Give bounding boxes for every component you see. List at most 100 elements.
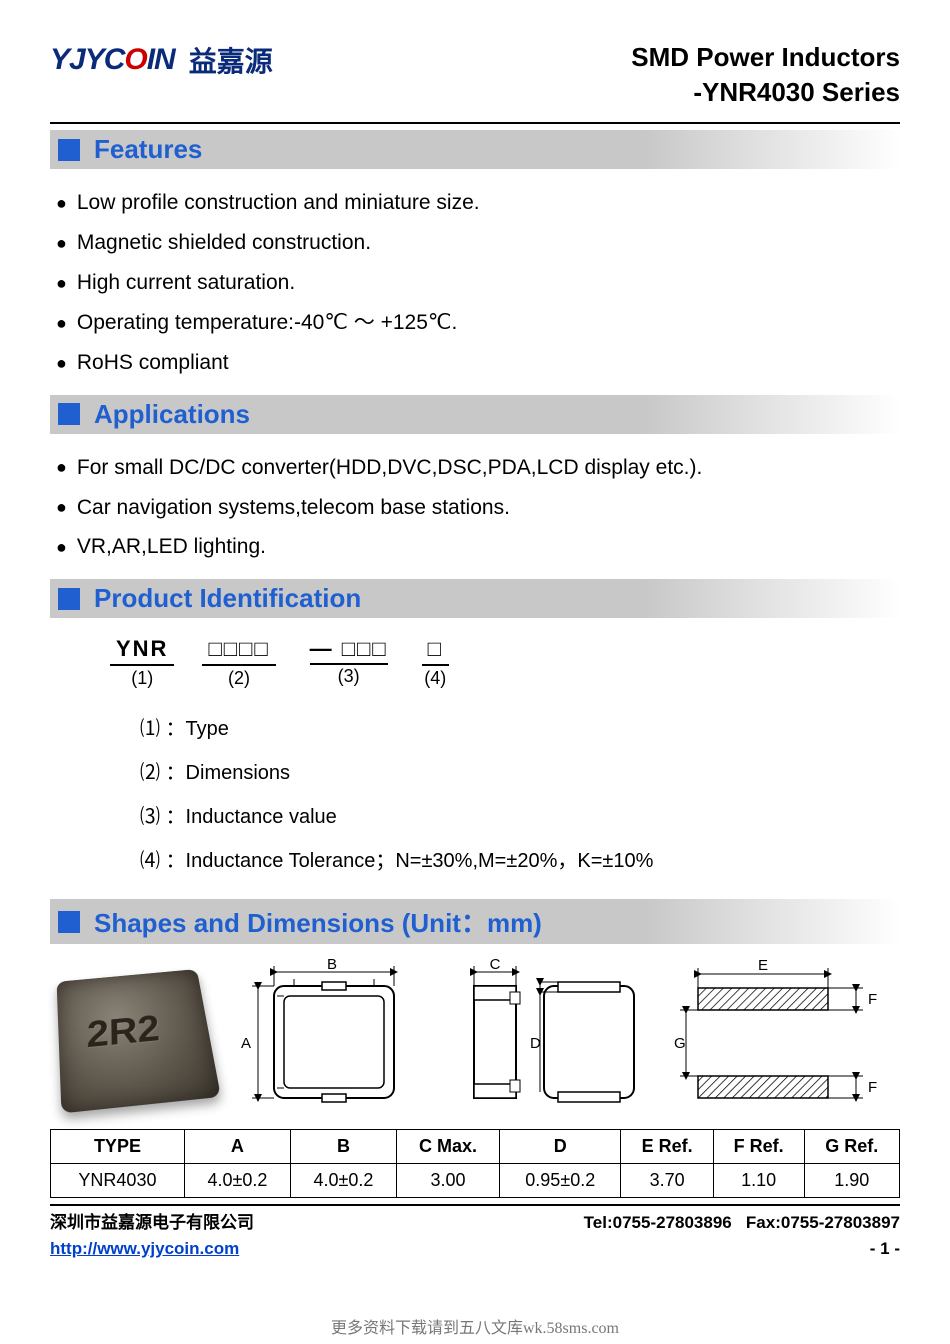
section-identification-head: Product Identification — [50, 579, 900, 618]
list-item: For small DC/DC converter(HDD,DVC,DSC,PD… — [56, 448, 894, 488]
legend-item: ⑷ ：Inductance Tolerance；N=±30%,M=±20%，K=… — [140, 839, 860, 883]
header: YJYCOIN 益嘉源 SMD Power Inductors -YNR4030… — [50, 40, 900, 110]
ident-top: YNR — [110, 636, 174, 666]
table-header: A — [184, 1130, 290, 1164]
list-text: For small DC/DC converter(HDD,DVC,DSC,PD… — [77, 448, 702, 488]
dim-label-d: D — [530, 1035, 541, 1052]
section-marker-icon — [58, 139, 80, 161]
identification-block: YNR (1) □□□□ (2) — □□□ (3) □ (4) ⑴ ：Type… — [50, 618, 900, 893]
ident-top: □□□□ — [202, 636, 275, 666]
diagram-pad-layout: E F F G — [668, 958, 888, 1113]
ident-bot: (1) — [110, 666, 174, 689]
ident-col: □□□□ (2) — [202, 636, 275, 689]
list-text: High current saturation. — [77, 263, 295, 303]
table-cell: YNR4030 — [51, 1164, 185, 1198]
section-features-head: Features — [50, 130, 900, 169]
dim-label-b: B — [327, 958, 337, 973]
shapes-diagrams: B A C D — [50, 944, 900, 1123]
table-cell: 4.0±0.2 — [184, 1164, 290, 1198]
doc-title: SMD Power Inductors -YNR4030 Series — [631, 40, 900, 110]
table-header-row: TYPE A B C Max. D E Ref. F Ref. G Ref. — [51, 1130, 900, 1164]
list-item: RoHS compliant — [56, 343, 894, 383]
dim-label-e: E — [758, 958, 768, 974]
legend-item: ⑴ ：Type — [140, 707, 860, 751]
list-item: Magnetic shielded construction. — [56, 223, 894, 263]
ident-col: — □□□ (3) — [304, 636, 394, 687]
table-header: E Ref. — [621, 1130, 713, 1164]
list-item: Car navigation systems,telecom base stat… — [56, 488, 894, 528]
legend-item: ⑵ ：Dimensions — [140, 751, 860, 795]
section-title: Product Identification — [94, 583, 361, 614]
table-header: F Ref. — [713, 1130, 804, 1164]
section-title: Features — [94, 134, 202, 165]
footer-page: - 1 - — [584, 1236, 900, 1262]
list-text: Operating temperature:-40℃ ～ +125℃. — [77, 303, 457, 343]
table-cell: 1.10 — [713, 1164, 804, 1198]
logo-cn: 益嘉源 — [189, 40, 273, 80]
table-header: TYPE — [51, 1130, 185, 1164]
list-text: VR,AR,LED lighting. — [77, 527, 266, 567]
ident-col: YNR (1) — [110, 636, 174, 689]
logo: YJYCOIN 益嘉源 — [50, 40, 273, 80]
section-applications-head: Applications — [50, 395, 900, 434]
section-marker-icon — [58, 911, 80, 933]
ident-col: □ (4) — [422, 636, 449, 689]
table-cell: 0.95±0.2 — [500, 1164, 621, 1198]
dim-label-a: A — [241, 1035, 251, 1052]
section-marker-icon — [58, 588, 80, 610]
footer: 深圳市益嘉源电子有限公司 http://www.yjycoin.com Tel:… — [50, 1204, 900, 1261]
footer-fax: Fax:0755-27803897 — [746, 1213, 900, 1232]
ident-top: □ — [422, 636, 449, 666]
dim-label-c: C — [490, 958, 501, 973]
table-cell: 3.70 — [621, 1164, 713, 1198]
list-text: Magnetic shielded construction. — [77, 223, 371, 263]
dim-label-f: F — [868, 991, 877, 1008]
product-photo — [57, 969, 221, 1113]
list-text: RoHS compliant — [77, 343, 229, 383]
header-rule — [50, 122, 900, 124]
table-header: C Max. — [396, 1130, 499, 1164]
list-item: High current saturation. — [56, 263, 894, 303]
footer-right: Tel:0755-27803896 Fax:0755-27803897 - 1 … — [584, 1210, 900, 1261]
title-line1: SMD Power Inductors — [631, 40, 900, 75]
identification-legend: ⑴ ：Type ⑵ ：Dimensions ⑶ ：Inductance valu… — [110, 689, 860, 883]
applications-list: For small DC/DC converter(HDD,DVC,DSC,PD… — [50, 434, 900, 574]
logo-part: IN — [147, 43, 175, 76]
footer-tel: Tel:0755-27803896 — [584, 1213, 732, 1232]
identification-code: YNR (1) □□□□ (2) — □□□ (3) □ (4) — [110, 636, 860, 689]
table-header: D — [500, 1130, 621, 1164]
features-list: Low profile construction and miniature s… — [50, 169, 900, 388]
ident-bot: (4) — [422, 666, 449, 689]
footer-url-link[interactable]: http://www.yjycoin.com — [50, 1239, 239, 1258]
footer-company: 深圳市益嘉源电子有限公司 — [50, 1210, 254, 1236]
logo-latin: YJYCOIN — [50, 43, 175, 77]
list-text: Car navigation systems,telecom base stat… — [77, 488, 510, 528]
list-item: VR,AR,LED lighting. — [56, 527, 894, 567]
dim-label-f2: F — [868, 1079, 877, 1096]
diagram-top-view: B A — [232, 958, 422, 1113]
table-cell: 4.0±0.2 — [290, 1164, 396, 1198]
table-cell: 3.00 — [396, 1164, 499, 1198]
watermark: 更多资料下载请到五八文库wk.58sms.com — [0, 1314, 950, 1338]
logo-part: YJYC — [50, 43, 124, 76]
logo-part-red: O — [124, 43, 146, 76]
list-item: Low profile construction and miniature s… — [56, 183, 894, 223]
list-item: Operating temperature:-40℃ ～ +125℃. — [56, 303, 894, 343]
table-header: G Ref. — [804, 1130, 899, 1164]
table-header: B — [290, 1130, 396, 1164]
section-shapes-head: Shapes and Dimensions (Unit：mm) — [50, 899, 900, 944]
ident-bot: (3) — [304, 664, 394, 687]
footer-left: 深圳市益嘉源电子有限公司 http://www.yjycoin.com — [50, 1210, 254, 1261]
table-row: YNR4030 4.0±0.2 4.0±0.2 3.00 0.95±0.2 3.… — [51, 1164, 900, 1198]
table-cell: 1.90 — [804, 1164, 899, 1198]
list-text: Low profile construction and miniature s… — [77, 183, 480, 223]
dim-label-g: G — [674, 1035, 686, 1052]
section-title: Applications — [94, 399, 250, 430]
dimensions-table: TYPE A B C Max. D E Ref. F Ref. G Ref. Y… — [50, 1129, 900, 1198]
ident-bot: (2) — [202, 666, 275, 689]
section-title: Shapes and Dimensions (Unit：mm) — [94, 903, 542, 940]
section-marker-icon — [58, 403, 80, 425]
ident-top: — □□□ — [310, 636, 388, 665]
diagram-side-view: C D — [440, 958, 650, 1113]
title-line2: -YNR4030 Series — [631, 75, 900, 110]
